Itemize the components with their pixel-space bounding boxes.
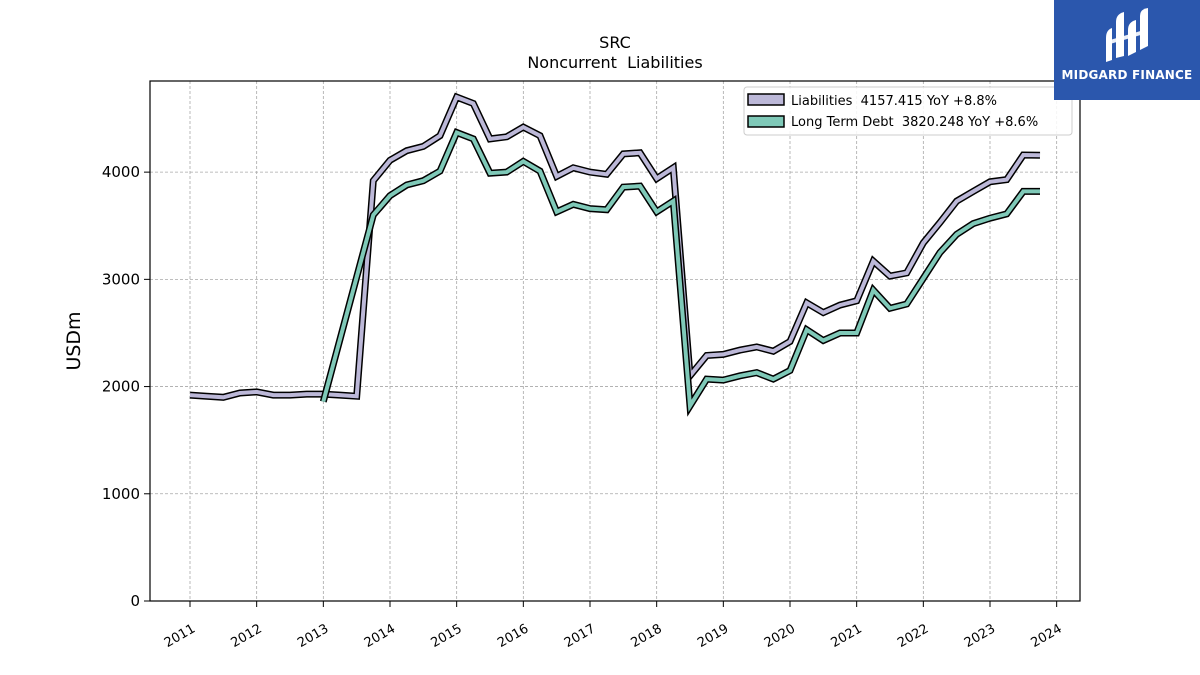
plot-area [149, 80, 1081, 602]
y-tick-label: 3000 [102, 270, 140, 288]
series-lines [189, 92, 1041, 417]
x-axis: 2011 2012 2013 2014 2015 2016 2017 2018 2019 2020… [162, 601, 1065, 651]
y-axis: 0 1000 2000 3000 4000 [102, 163, 150, 610]
x-tick-label: 2015 [429, 621, 465, 651]
brand-name: MIDGARD FINANCE [1061, 68, 1193, 82]
chart-subtitle: Noncurrent Liabilities [527, 53, 702, 72]
y-axis-label: USDm [63, 311, 85, 370]
x-tick-label: 2017 [562, 621, 598, 651]
y-tick-label: 2000 [102, 378, 140, 396]
x-tick-label: 2013 [295, 621, 331, 651]
series-line-long-term-debt [321, 129, 1040, 413]
x-tick-label: 2022 [895, 621, 931, 651]
x-tick-label: 2012 [229, 621, 265, 651]
brand-logo: MIDGARD FINANCE [1054, 0, 1200, 100]
x-tick-label: 2018 [629, 621, 665, 651]
y-tick-label: 0 [130, 592, 140, 610]
legend-swatch-long-term-debt [747, 115, 785, 128]
series-outline-liabilities [189, 92, 1041, 401]
x-tick-label: 2019 [695, 621, 731, 651]
x-tick-label: 2014 [362, 621, 398, 651]
legend-label-liabilities: Liabilities 4157.415 YoY +8.8% [791, 94, 997, 109]
x-tick-label: 2021 [829, 621, 865, 651]
chart-title: SRC [599, 33, 631, 52]
legend-box [743, 86, 1073, 136]
series-line-liabilities [189, 94, 1041, 400]
x-tick-label: 2020 [762, 621, 798, 651]
legend-swatch-liabilities [747, 93, 785, 106]
series-outline-long-term-debt [319, 128, 1040, 417]
x-tick-label: 2011 [162, 621, 198, 651]
y-tick-label: 4000 [102, 163, 140, 181]
y-tick-label: 1000 [102, 485, 140, 503]
x-tick-label: 2024 [1029, 621, 1065, 651]
grid [150, 81, 1080, 601]
midgard-logo-icon [1106, 8, 1148, 62]
legend: Liabilities 4157.415 YoY +8.8% Long Term… [743, 86, 1073, 136]
x-tick-label: 2016 [495, 621, 531, 651]
x-tick-label: 2023 [962, 621, 998, 651]
legend-label-long-term-debt: Long Term Debt 3820.248 YoY +8.6% [791, 115, 1038, 130]
